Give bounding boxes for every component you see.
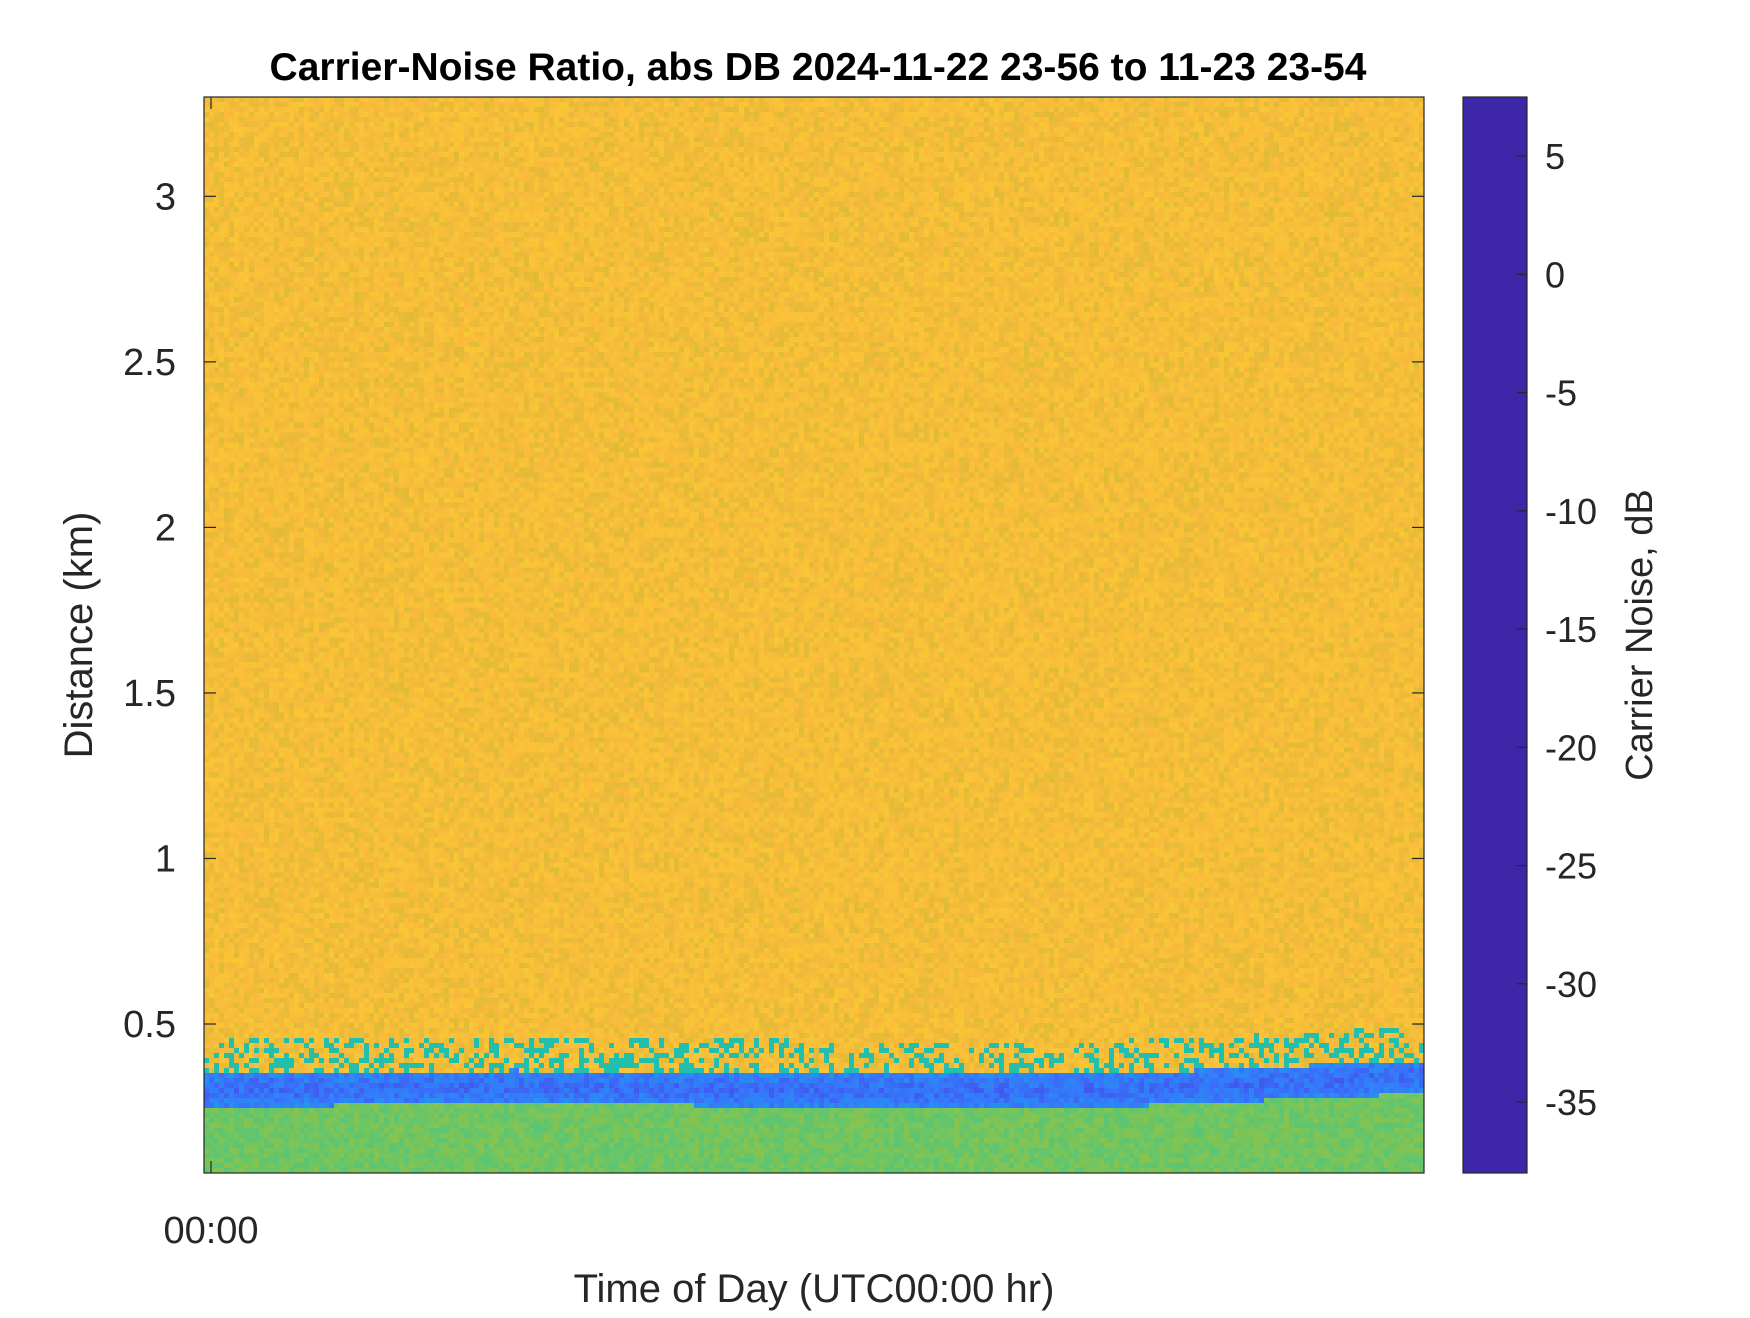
colorbar-tick-label: -20 — [1545, 727, 1597, 768]
colorbar-tick-label: -15 — [1545, 609, 1597, 650]
colorbar-ticks: 5 0 -5 -10 -15 -20 -25 -30 -35 — [1517, 136, 1597, 1123]
y-tick-label: 1 — [155, 838, 176, 880]
plot-frame — [203, 96, 1425, 1174]
y-axis: 0.5 1 1.5 2 2.5 3 — [123, 176, 1424, 1046]
plot-area — [203, 96, 1425, 1174]
y-tick-label: 2.5 — [123, 342, 176, 384]
colorbar-tick-label: -5 — [1545, 373, 1577, 414]
chart-title: Carrier-Noise Ratio, abs DB 2024-11-22 2… — [270, 46, 1367, 89]
colorbar-tick-label: -25 — [1545, 846, 1597, 887]
colorbar-tick-label: -35 — [1545, 1082, 1597, 1123]
colorbar-tick-label: -30 — [1545, 964, 1597, 1005]
y-tick-label: 2 — [155, 507, 176, 549]
y-axis-label: Distance (km) — [57, 512, 101, 759]
colorbar-tick-label: -10 — [1545, 491, 1597, 532]
heatmap-image — [204, 97, 1424, 1173]
x-tick-label: 00:00 — [163, 1210, 258, 1252]
x-axis-label: Time of Day (UTC00:00 hr) — [574, 1267, 1055, 1311]
colorbar-label: Carrier Noise, dB — [1619, 489, 1661, 780]
colorbar-tick-label: 0 — [1545, 254, 1565, 295]
colorbar: 5 0 -5 -10 -15 -20 -25 -30 -35 Carrier Noise, dB — [1462, 96, 1661, 1174]
y-tick-label: 0.5 — [123, 1004, 176, 1046]
colorbar-gradient — [1462, 96, 1528, 1174]
x-axis: 00:0006:0012:0018:00 — [163, 97, 259, 1252]
y-tick-label: 1.5 — [123, 673, 176, 715]
y-tick-label: 3 — [155, 176, 176, 218]
colorbar-tick-label: 5 — [1545, 136, 1565, 177]
